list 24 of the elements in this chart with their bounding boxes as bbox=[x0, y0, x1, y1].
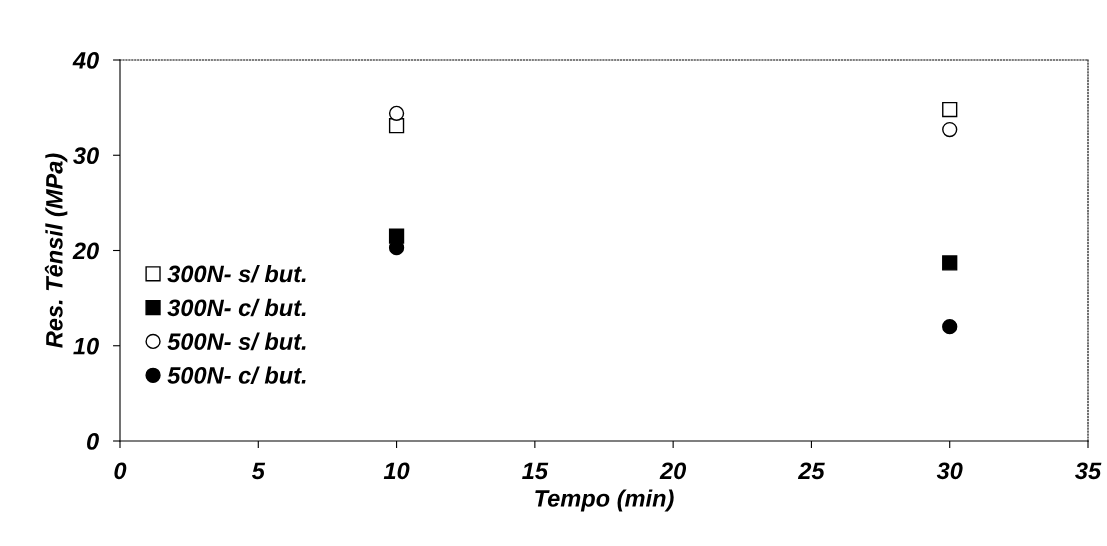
point bbox=[942, 319, 958, 335]
point bbox=[388, 105, 405, 121]
legend-label: 500N- c/ but. bbox=[167, 366, 306, 384]
legend-label: 300N- s/ but. bbox=[167, 264, 306, 283]
point bbox=[942, 255, 958, 271]
y-tick-label: 40 bbox=[72, 52, 99, 69]
x-tick-label: 30 bbox=[936, 462, 963, 480]
y-tick-label: 20 bbox=[72, 242, 99, 260]
y-tick-label: 0 bbox=[87, 433, 99, 450]
x-tick-label: 5 bbox=[251, 462, 266, 480]
point bbox=[942, 121, 958, 138]
y-axis-title: Res. Tênsil (MPa) bbox=[44, 153, 68, 348]
x-tick-label: 10 bbox=[383, 462, 410, 480]
y-tick-label: 10 bbox=[73, 337, 99, 355]
y-tick-label: 30 bbox=[73, 147, 99, 165]
x-tick-label: 20 bbox=[659, 462, 687, 480]
x-tick-label: 25 bbox=[797, 462, 825, 480]
x-tick-label: 35 bbox=[1075, 462, 1102, 480]
point bbox=[942, 101, 958, 118]
legend-label: 300N- c/ but. bbox=[167, 298, 306, 317]
legend-label: 500N- s/ but. bbox=[167, 332, 306, 351]
x-tick-label: 0 bbox=[114, 462, 127, 480]
x-tick-label: 15 bbox=[522, 462, 549, 480]
x-axis-title: Tempo (min) bbox=[535, 489, 674, 512]
